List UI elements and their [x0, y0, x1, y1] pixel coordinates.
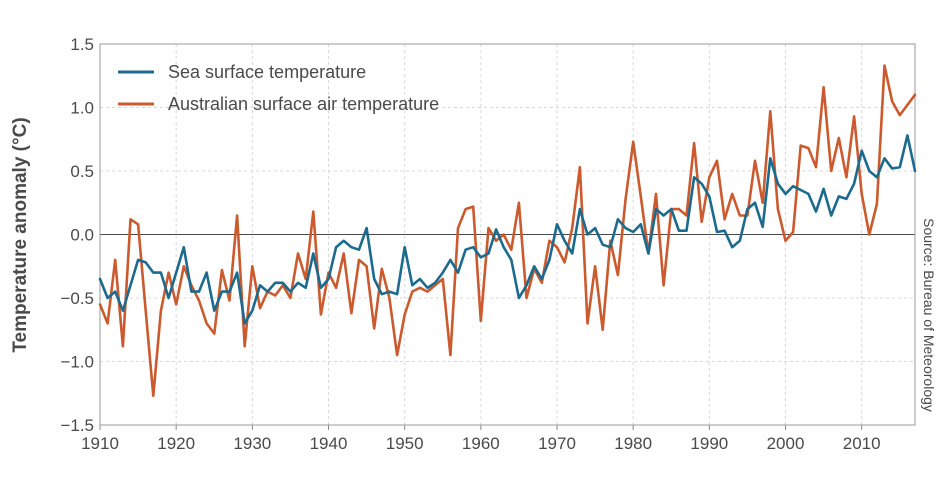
- x-tick-label: 1980: [614, 434, 652, 453]
- legend-label: Australian surface air temperature: [168, 94, 439, 114]
- x-tick-label: 1990: [690, 434, 728, 453]
- x-tick-label: 2010: [843, 434, 881, 453]
- legend: Sea surface temperature Australian surfac…: [118, 62, 439, 114]
- y-tick-label: −1.0: [60, 353, 94, 372]
- y-tick-label: −1.5: [60, 416, 94, 435]
- y-tick-label: 0.5: [70, 162, 94, 181]
- x-tick-label: 1910: [81, 434, 119, 453]
- series-line-sea-surface: [98, 134, 917, 325]
- y-tick-label: 1.5: [70, 35, 94, 54]
- x-tick-label: 1930: [233, 434, 271, 453]
- series-lines: [98, 64, 917, 398]
- series-line-air: [98, 64, 917, 398]
- y-axis-label: Temperature anomaly (°C): [10, 117, 31, 352]
- x-tick-label: 1960: [462, 434, 500, 453]
- legend-label: Sea surface temperature: [168, 62, 366, 82]
- x-tick-label: 1970: [538, 434, 576, 453]
- plot-frame: [99, 43, 916, 426]
- source-label: Source: Bureau of Meteorology: [921, 218, 937, 412]
- y-tick-label: 1.0: [70, 99, 94, 118]
- x-tick-label: 1920: [157, 434, 195, 453]
- x-tick-label: 1940: [310, 434, 348, 453]
- y-tick-label: 0.0: [70, 226, 94, 245]
- x-tick-label: 2000: [767, 434, 805, 453]
- x-tick-label: 1950: [386, 434, 424, 453]
- y-tick-label: −0.5: [60, 289, 94, 308]
